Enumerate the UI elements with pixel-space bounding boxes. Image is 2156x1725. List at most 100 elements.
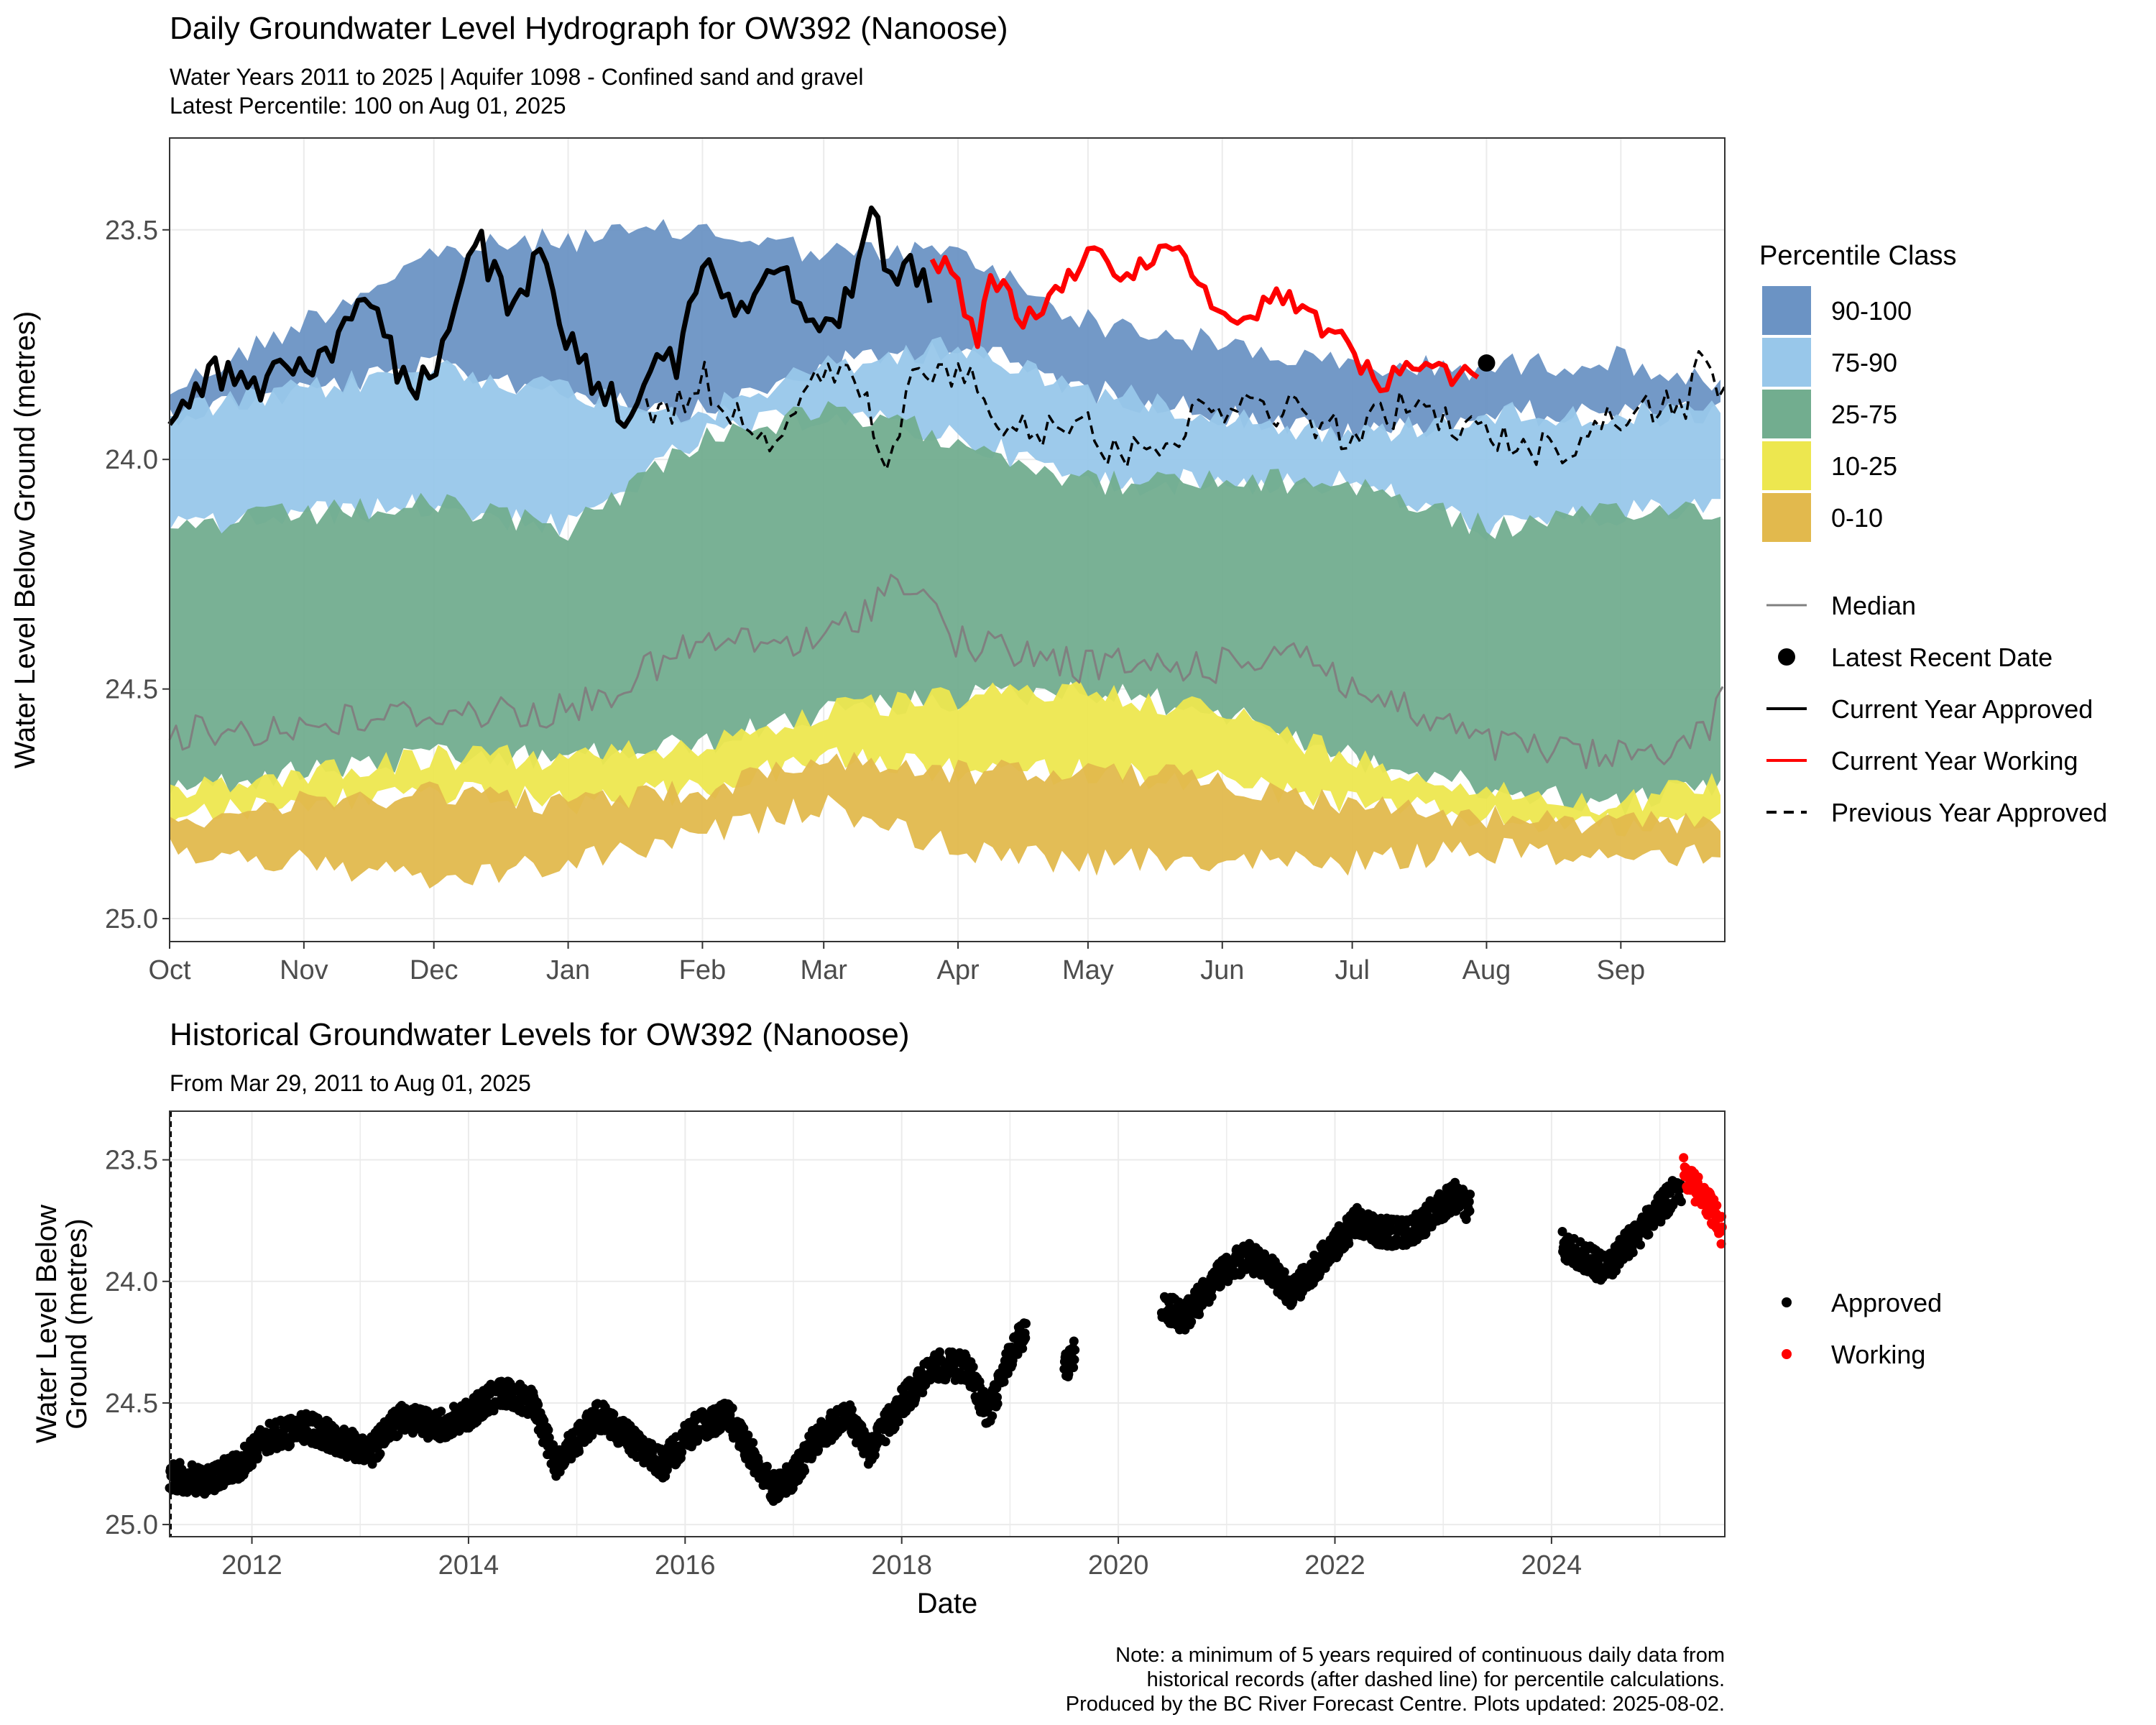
- historical-y-axis-label-2: Ground (metres): [61, 1218, 93, 1429]
- approved-point: [1070, 1345, 1080, 1355]
- approved-point: [489, 1406, 499, 1416]
- hydrograph-panel-border: [169, 137, 1726, 942]
- footnote-line-1: Note: a minimum of 5 years required of c…: [1115, 1644, 1725, 1667]
- x-tick-label-may: May: [1062, 955, 1114, 985]
- footnote-line-2: historical records (after dashed line) f…: [1147, 1668, 1725, 1691]
- percentile-legend: Percentile Class 90-100 75-90 25-75 10-25 0-…: [1759, 241, 2107, 827]
- legend-swatch-75-90: [1762, 338, 1811, 387]
- median-line: [168, 574, 1724, 770]
- approved-point: [574, 1447, 584, 1456]
- approved-point: [1644, 1230, 1654, 1239]
- legend-key-working: [1782, 1349, 1792, 1359]
- approved-point: [543, 1425, 553, 1435]
- y-tick-label-0: 23.5: [105, 1146, 158, 1176]
- approved-point: [753, 1457, 763, 1467]
- latest-recent-date-point: [1478, 354, 1496, 372]
- approved-point: [1279, 1267, 1289, 1277]
- legend-label-median: Median: [1831, 591, 1916, 620]
- approved-point: [1628, 1248, 1638, 1258]
- x-tick-label-nov: Nov: [280, 955, 328, 985]
- x-tick-label-2022: 2022: [1304, 1550, 1365, 1581]
- approved-point: [1344, 1238, 1354, 1248]
- hydrograph-y-axis-label: Water Level Below Ground (metres): [9, 311, 41, 769]
- x-tick-label-2012: 2012: [221, 1550, 282, 1581]
- approved-point: [253, 1452, 263, 1462]
- x-tick-label-aug: Aug: [1462, 955, 1511, 985]
- legend-label-0-10: 0-10: [1831, 503, 1883, 533]
- working-point: [1717, 1212, 1727, 1222]
- approved-point: [814, 1445, 824, 1455]
- legend-label-latest-recent-date: Latest Recent Date: [1831, 643, 2053, 672]
- historical-x-axis-label: Date: [917, 1588, 978, 1619]
- x-tick-label-jun: Jun: [1200, 955, 1244, 985]
- approved-point: [968, 1362, 978, 1372]
- approved-point: [1018, 1343, 1028, 1353]
- current-year-working-line: [929, 243, 1480, 394]
- percentile-legend-title: Percentile Class: [1759, 241, 1957, 271]
- y-tick-label-1: 24.0: [105, 445, 158, 475]
- y-tick-label-2: 24.5: [105, 675, 158, 705]
- x-tick-label-jul: Jul: [1335, 955, 1370, 985]
- approved-point: [979, 1386, 989, 1397]
- approved-point: [1194, 1310, 1204, 1320]
- approved-point: [1207, 1292, 1217, 1302]
- historical-y-axis: 23.5 24.0 24.5 25.0: [105, 1146, 170, 1540]
- y-tick-label-3: 25.0: [105, 904, 158, 934]
- legend-label-approved: Approved: [1831, 1288, 1942, 1317]
- current-year-approved-line: [167, 205, 933, 429]
- approved-point: [1465, 1206, 1475, 1216]
- historical-points: [165, 1153, 1727, 1506]
- approved-point: [748, 1438, 758, 1448]
- legend-swatch-10-25: [1762, 441, 1811, 490]
- approved-point: [1676, 1197, 1686, 1207]
- legend-label-25-75: 25-75: [1831, 400, 1897, 429]
- y-tick-label-2: 24.5: [105, 1389, 158, 1419]
- footnote-line-3: Produced by the BC River Forecast Centre…: [1066, 1693, 1725, 1716]
- legend-swatch-25-75: [1762, 390, 1811, 438]
- percentile-bands: [170, 218, 1720, 889]
- approved-point: [880, 1437, 890, 1447]
- historical-legend: Approved Working: [1782, 1288, 1942, 1369]
- working-point: [1693, 1172, 1703, 1182]
- working-point: [1712, 1200, 1722, 1210]
- x-tick-label-feb: Feb: [679, 955, 726, 985]
- legend-label-10-25: 10-25: [1831, 451, 1897, 481]
- approved-point: [1187, 1317, 1197, 1327]
- legend-label-previous-year-approved: Previous Year Approved: [1831, 798, 2107, 827]
- historical-panel-border: [169, 1110, 1726, 1537]
- approved-point: [1021, 1333, 1031, 1343]
- approved-point: [436, 1407, 446, 1417]
- x-tick-label-mar: Mar: [800, 955, 847, 985]
- approved-point: [1069, 1336, 1079, 1346]
- approved-point: [1069, 1355, 1079, 1365]
- legend-label-current-year-working: Current Year Working: [1831, 746, 2078, 776]
- hydrograph-title: Daily Groundwater Level Hydrograph for O…: [170, 11, 1008, 46]
- approved-point: [1021, 1319, 1031, 1328]
- approved-point: [935, 1347, 944, 1357]
- legend-label-working: Working: [1831, 1340, 1925, 1369]
- x-tick-label-2020: 2020: [1088, 1550, 1149, 1581]
- approved-point: [393, 1430, 403, 1440]
- historical-y-axis-label-1: Water Level Below: [31, 1205, 63, 1443]
- y-tick-label-3: 25.0: [105, 1510, 158, 1540]
- approved-point: [727, 1403, 737, 1413]
- approved-point: [800, 1466, 810, 1476]
- x-tick-label-sep: Sep: [1597, 955, 1646, 985]
- legend-label-75-90: 75-90: [1831, 348, 1897, 377]
- legend-swatch-0-10: [1762, 493, 1811, 542]
- approved-point: [987, 1411, 998, 1421]
- y-tick-label-0: 23.5: [105, 216, 158, 246]
- approved-point: [1464, 1197, 1474, 1207]
- approved-point: [847, 1404, 857, 1414]
- x-tick-label-dec: Dec: [410, 955, 459, 985]
- approved-point: [762, 1461, 772, 1471]
- approved-point: [533, 1399, 543, 1409]
- historical-title: Historical Groundwater Levels for OW392 …: [170, 1017, 910, 1052]
- x-tick-label-jan: Jan: [546, 955, 590, 985]
- hydrograph-subtitle-2: Latest Percentile: 100 on Aug 01, 2025: [170, 93, 566, 119]
- historical-gridlines: [170, 1111, 1725, 1537]
- band-0-10: [170, 752, 1720, 889]
- y-tick-label-1: 24.0: [105, 1267, 158, 1297]
- band-10-25: [170, 679, 1720, 837]
